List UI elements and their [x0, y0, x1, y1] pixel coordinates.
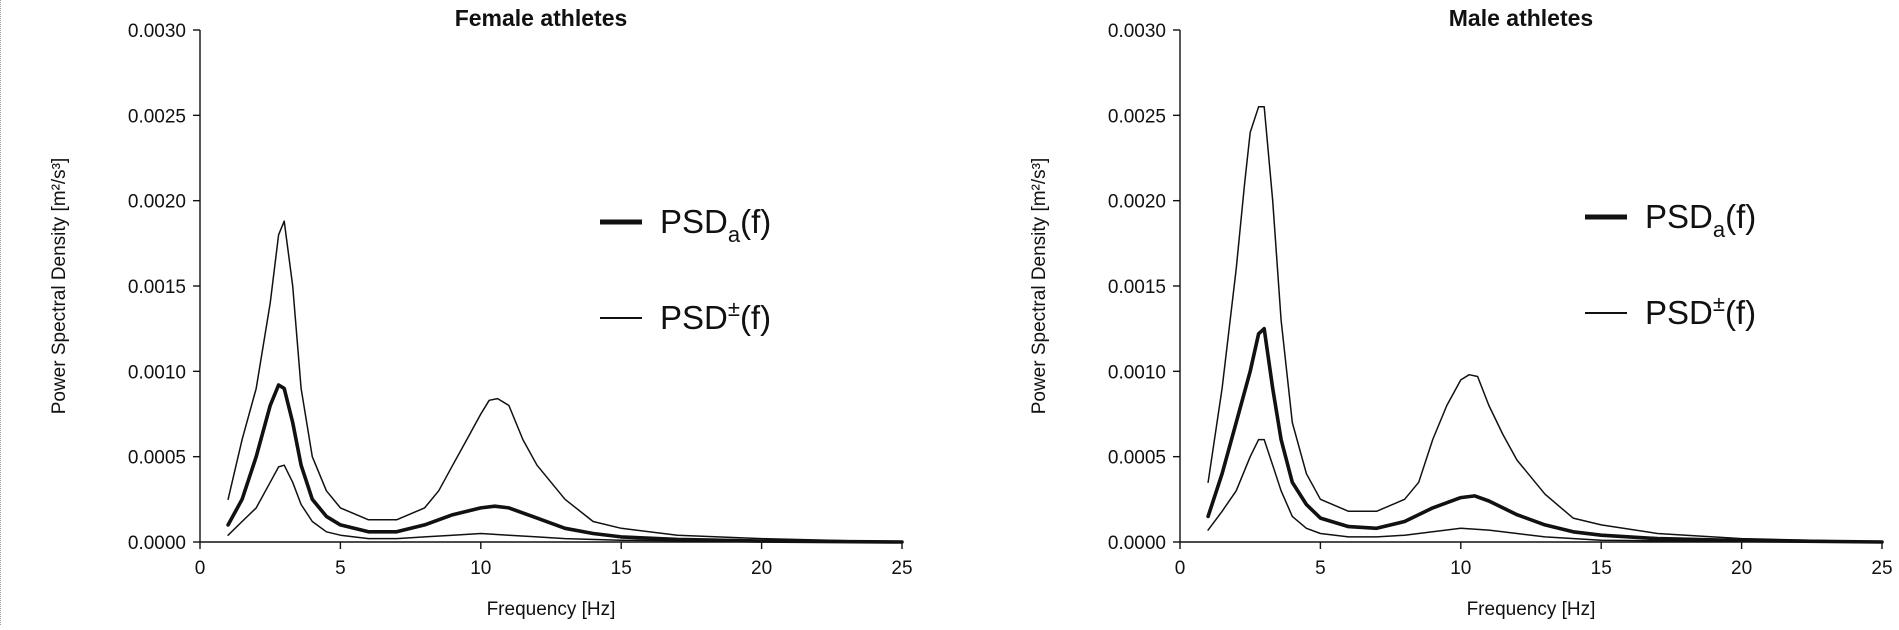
x-tick-label: 5 [335, 558, 346, 579]
legend-tail: (f) [740, 203, 771, 240]
x-tick-label: 15 [611, 558, 632, 579]
x-tick-label: 25 [1871, 558, 1892, 579]
legend-tail: (f) [740, 299, 771, 336]
x-tick-label: 0 [1175, 558, 1186, 579]
x-tick-label: 20 [751, 558, 772, 579]
series-line-2 [1206, 326, 1884, 544]
legend-key: PSD [660, 203, 728, 240]
chart-title: Male athletes [1449, 5, 1593, 31]
chart-panel-1: 0.0000 0.0005 0.0010 0.0015 0.0020 0.0025 0.00… [49, 5, 913, 620]
y-tick-label: 0.0005 [128, 448, 186, 469]
x-tick-label: 20 [1731, 558, 1752, 579]
legend-entry-2: PSD±(f) [600, 296, 771, 336]
y-tick-label: 0.0005 [1108, 448, 1166, 469]
x-tick-label: 0 [195, 558, 206, 579]
image-left-border [0, 0, 3, 625]
legend-key: PSD [1645, 198, 1713, 235]
y-tick-label: 0.0010 [1108, 362, 1166, 383]
legend-superscript: ± [728, 296, 740, 321]
y-tick-label: 0.0030 [128, 21, 186, 42]
series-line-2 [226, 383, 904, 544]
legend-label: PSDa(f) [660, 203, 771, 247]
legend-label: PSDa(f) [1645, 198, 1756, 242]
series-line-1 [1207, 106, 1883, 543]
x-axis-title: Frequency [Hz] [487, 599, 616, 620]
y-tick-label: 0.0000 [1108, 533, 1166, 554]
y-tick-label: 0.0030 [1108, 21, 1166, 42]
y-axis-title: Power Spectral Density [m²/s³] [1029, 158, 1050, 415]
series-line-3 [1207, 438, 1883, 543]
legend-subscript: a [1713, 217, 1726, 242]
legend-label: PSD±(f) [660, 296, 771, 336]
y-tick-label: 0.0010 [128, 362, 186, 383]
chart-title: Female athletes [455, 5, 628, 31]
legend-tail: (f) [1725, 294, 1756, 331]
legend-entry-2: PSD±(f) [1585, 291, 1756, 331]
legend-key: PSD [660, 299, 728, 336]
chart-panel-2: 0.0000 0.0005 0.0010 0.0015 0.0020 0.0025 0.00… [1029, 5, 1893, 620]
legend-subscript: a [728, 222, 741, 247]
y-tick-label: 0.0015 [1108, 277, 1166, 298]
y-tick-label: 0.0020 [128, 192, 186, 213]
x-tick-label: 5 [1315, 558, 1326, 579]
x-tick-label: 10 [470, 558, 491, 579]
y-tick-label: 0.0025 [1108, 106, 1166, 127]
series-line-3 [227, 464, 903, 543]
y-tick-label: 0.0020 [1108, 192, 1166, 213]
series-line-1 [227, 220, 903, 543]
legend-label: PSD±(f) [1645, 291, 1756, 331]
y-axis-title: Power Spectral Density [m²/s³] [49, 158, 70, 415]
y-tick-label: 0.0015 [128, 277, 186, 298]
y-tick-label: 0.0025 [128, 106, 186, 127]
legend-entry-1: PSDa(f) [600, 203, 771, 247]
y-tick-label: 0.0000 [128, 533, 186, 554]
x-tick-label: 15 [1591, 558, 1612, 579]
x-axis-title: Frequency [Hz] [1467, 599, 1596, 620]
legend-superscript: ± [1713, 291, 1725, 316]
x-tick-label: 25 [891, 558, 912, 579]
x-tick-label: 10 [1450, 558, 1471, 579]
legend-key: PSD [1645, 294, 1713, 331]
legend-tail: (f) [1725, 198, 1756, 235]
legend-entry-1: PSDa(f) [1585, 198, 1756, 242]
